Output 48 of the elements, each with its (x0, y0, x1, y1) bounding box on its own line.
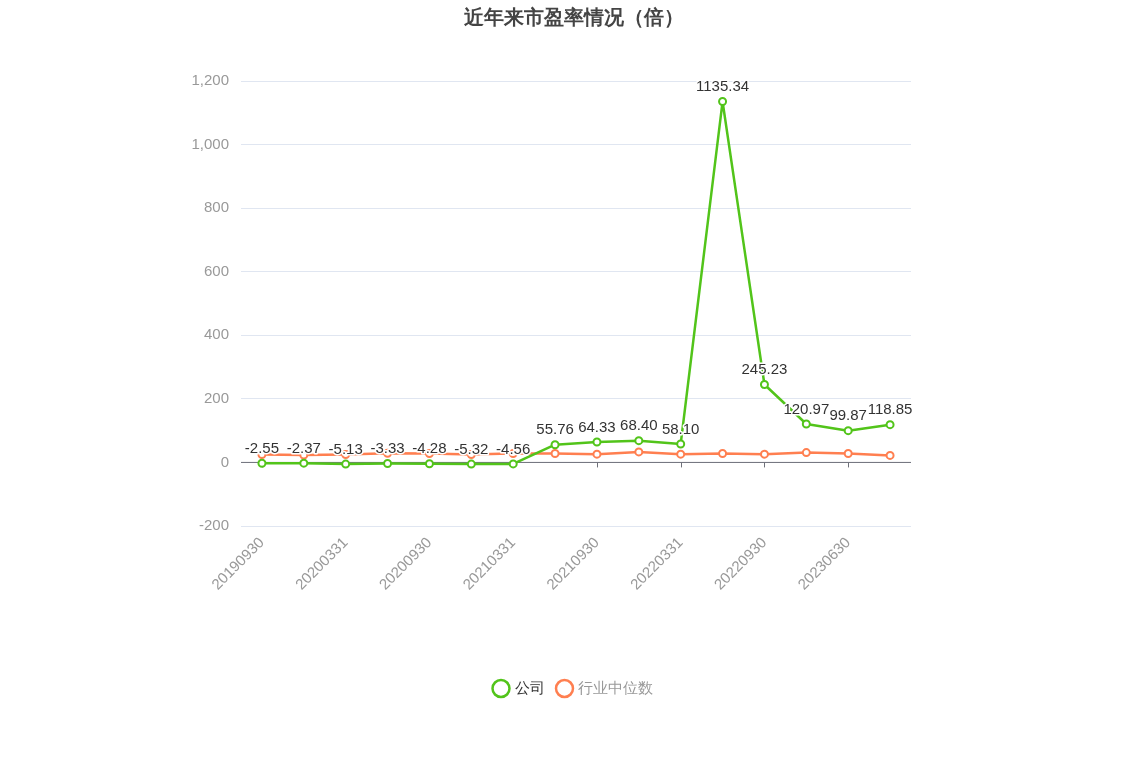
point (676, 439, 686, 449)
data-label: 68.40 (620, 416, 658, 434)
data-label: -2.37 (286, 438, 321, 456)
data-label: -4.28 (412, 439, 447, 457)
point (299, 458, 309, 468)
y-tick-label: 200 (203, 389, 229, 406)
point (885, 420, 895, 430)
point (341, 459, 351, 469)
data-label: 1135.34 (696, 77, 750, 95)
chart-title: 近年来市盈率情况（倍） (463, 5, 684, 28)
point (424, 459, 434, 469)
point (592, 437, 602, 447)
point (550, 440, 560, 450)
y-tick-label: 400 (203, 325, 229, 343)
y-tick-label: 0 (220, 452, 229, 470)
point (843, 426, 853, 436)
y-tick-label: 1,200 (191, 71, 229, 89)
point (257, 458, 267, 468)
point (843, 449, 853, 459)
point (801, 448, 811, 458)
point (383, 458, 393, 468)
point (718, 97, 728, 107)
data-label: -2.55 (244, 438, 280, 456)
y-tick-label: -200 (198, 516, 229, 534)
data-label: -5.13 (328, 439, 363, 457)
legend-label: 行业中位数 (578, 678, 653, 696)
point (634, 436, 644, 446)
y-tick-label: 1,000 (191, 134, 229, 152)
data-label: 64.33 (578, 417, 616, 435)
y-tick-label: 800 (203, 198, 229, 216)
point (759, 449, 769, 459)
data-label: 99.87 (829, 406, 867, 424)
legend-label: 公司 (514, 678, 545, 696)
point (759, 379, 769, 389)
data-label: 55.76 (536, 420, 574, 438)
point (508, 459, 518, 469)
point (885, 450, 895, 460)
point (592, 449, 602, 459)
point (801, 419, 811, 429)
data-label: -3.33 (370, 439, 405, 457)
point (466, 459, 476, 469)
data-label: -5.32 (454, 439, 489, 457)
point (550, 449, 560, 459)
point (634, 447, 644, 457)
point (718, 449, 728, 459)
y-tick-label: 600 (203, 261, 229, 279)
point (676, 449, 686, 459)
data-label: 118.85 (867, 400, 913, 418)
